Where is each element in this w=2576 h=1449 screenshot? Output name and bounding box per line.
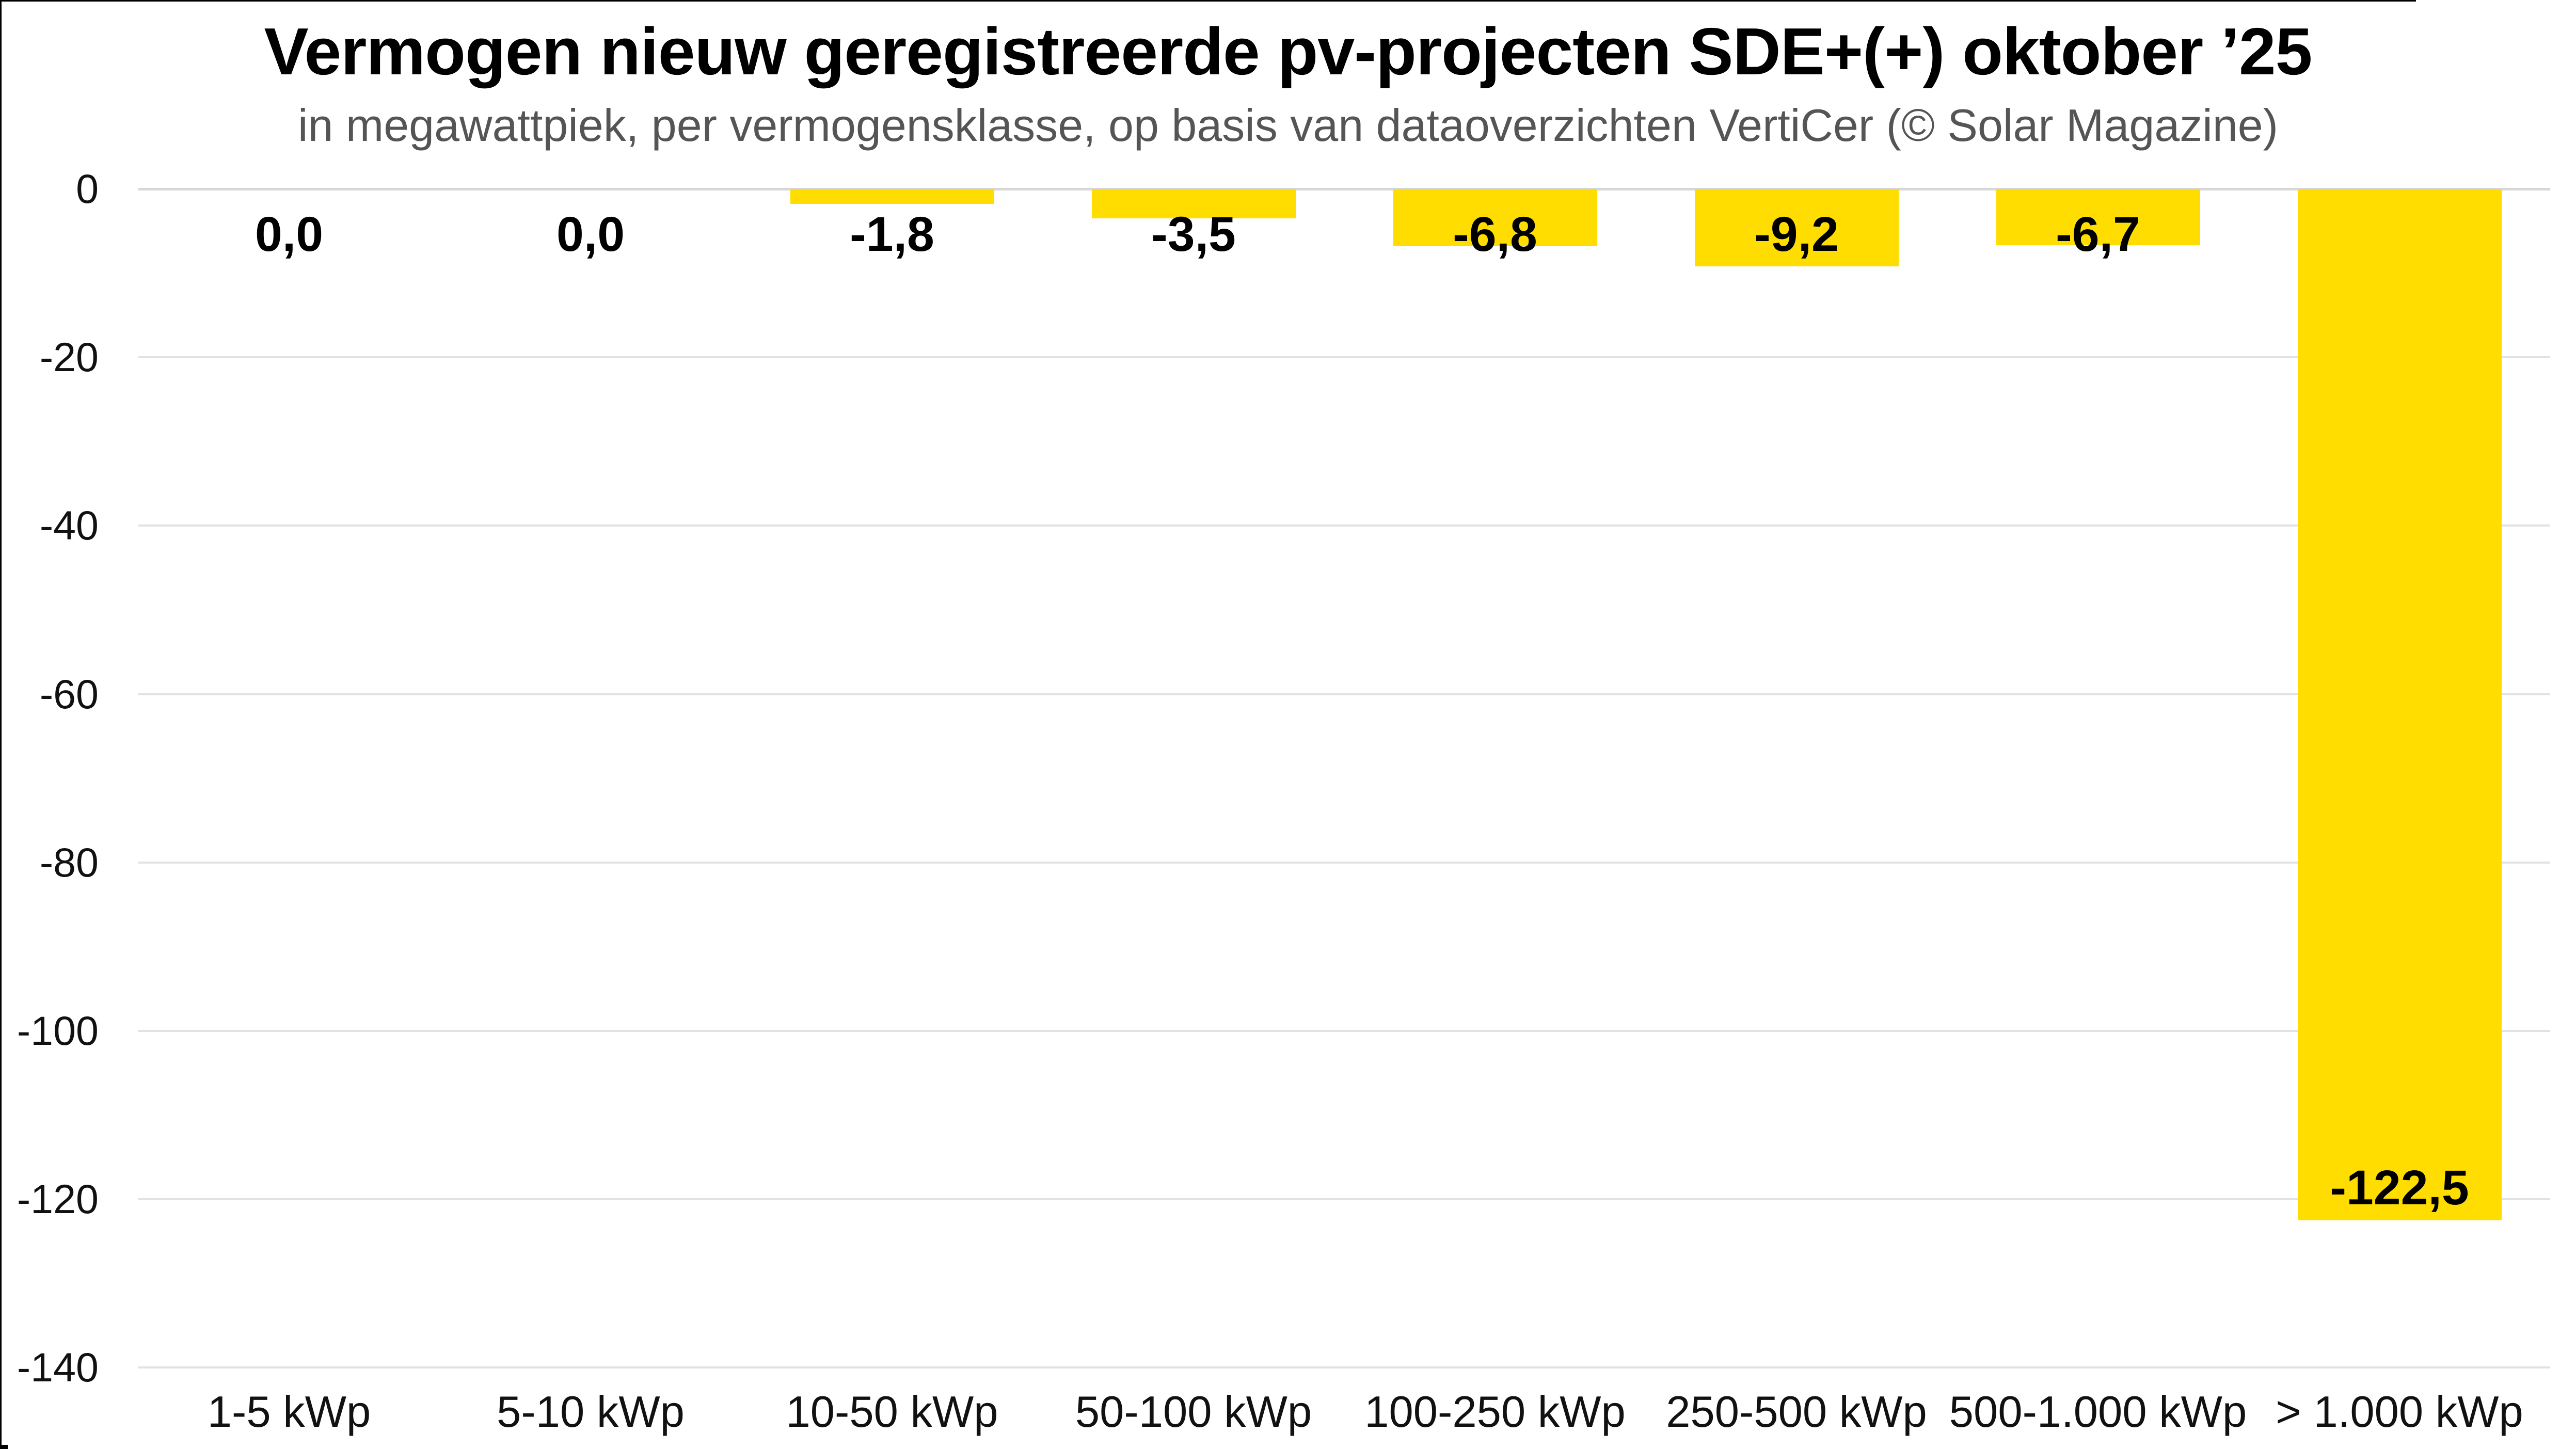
x-axis-category-label: 10-50 kWp: [786, 1388, 998, 1437]
bar-value-label: -6,8: [1453, 207, 1537, 262]
y-axis-tick-label: -120: [17, 1176, 99, 1222]
bar-value-label: -3,5: [1151, 207, 1236, 262]
screenshot-left-edge: [0, 0, 2, 1449]
screenshot-top-edge: [0, 0, 2416, 2]
chart-subtitle: in megawattpiek, per vermogensklasse, op…: [297, 100, 2279, 151]
bar-4: [1092, 189, 1296, 218]
x-axis-category-label: 5-10 kWp: [497, 1388, 685, 1437]
bar-8: [2298, 189, 2502, 1220]
gridline: [138, 356, 2550, 358]
x-axis-category-label: 100-250 kWp: [1364, 1388, 1626, 1437]
x-axis-category-label: 500-1.000 kWp: [1949, 1388, 2247, 1437]
gridline: [138, 693, 2550, 695]
y-axis-tick-label: -20: [39, 334, 99, 380]
gridline: [138, 1030, 2550, 1032]
gridline: [138, 862, 2550, 864]
y-axis-tick-label: -60: [39, 671, 99, 717]
x-axis-category-label: 50-100 kWp: [1075, 1388, 1312, 1437]
gridline: [138, 524, 2550, 527]
bar-6: [1695, 189, 1899, 266]
bar-5: [1393, 189, 1597, 246]
y-axis-tick-label: -80: [39, 839, 99, 885]
gridline: [138, 1366, 2550, 1368]
bar-value-label: 0,0: [255, 207, 324, 262]
x-axis-category-label: > 1.000 kWp: [2276, 1388, 2523, 1437]
x-axis-category-label: 250-500 kWp: [1666, 1388, 1927, 1437]
bar-value-label: -9,2: [1754, 207, 1839, 262]
y-axis-tick-label: 0: [76, 166, 99, 212]
zero-line: [138, 188, 2550, 190]
chart-title: Vermogen nieuw geregistreerde pv-project…: [264, 14, 2313, 89]
y-axis-tick-label: -40: [39, 502, 99, 548]
bar-value-label: 0,0: [556, 207, 625, 262]
y-axis-tick-label: -140: [17, 1344, 99, 1390]
bar-value-label: -1,8: [850, 207, 934, 262]
gridline: [138, 1198, 2550, 1200]
bar-3: [790, 189, 994, 204]
bar-value-label: -122,5: [2330, 1160, 2469, 1215]
bar-value-label: -6,7: [2056, 207, 2140, 262]
x-axis-category-label: 1-5 kWp: [207, 1388, 371, 1437]
y-axis-tick-label: -100: [17, 1008, 99, 1054]
screenshot-corner-artifact: [0, 1445, 8, 1449]
bar-7: [1996, 189, 2200, 245]
